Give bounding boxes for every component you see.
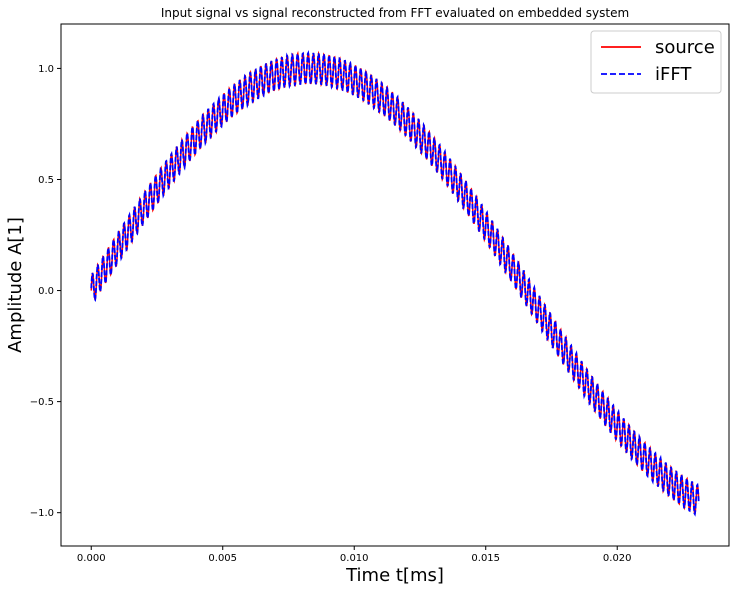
axes-frame xyxy=(60,23,730,547)
series-line-ifft xyxy=(90,50,700,517)
y-tick-label: 0.0 xyxy=(38,286,54,297)
y-tick-label: 0.5 xyxy=(38,175,54,186)
y-tick-label: 1.0 xyxy=(38,64,54,75)
plot-area xyxy=(90,50,700,517)
y-axis-label: Amplitude A[1] xyxy=(5,217,26,353)
x-tick-label: 0.015 xyxy=(471,553,500,564)
x-tick-label: 0.005 xyxy=(208,553,237,564)
legend-ifft-label: iFFT xyxy=(655,64,692,85)
legend: source iFFT xyxy=(590,30,722,94)
x-tick-label: 0.000 xyxy=(77,553,106,564)
x-tick-label: 0.010 xyxy=(340,553,369,564)
legend-source-label: source xyxy=(655,37,715,58)
y-tick-label: −0.5 xyxy=(30,397,54,408)
axes: 0.000 0.005 0.010 0.015 0.020 −1.0 −0.5 0.0 0.5 1… xyxy=(30,23,730,564)
x-axis-label: Time t[ms] xyxy=(345,565,444,586)
x-tick-label: 0.020 xyxy=(603,553,632,564)
y-tick-label: −1.0 xyxy=(30,508,54,519)
chart-title: Input signal vs signal reconstructed fro… xyxy=(161,6,629,20)
